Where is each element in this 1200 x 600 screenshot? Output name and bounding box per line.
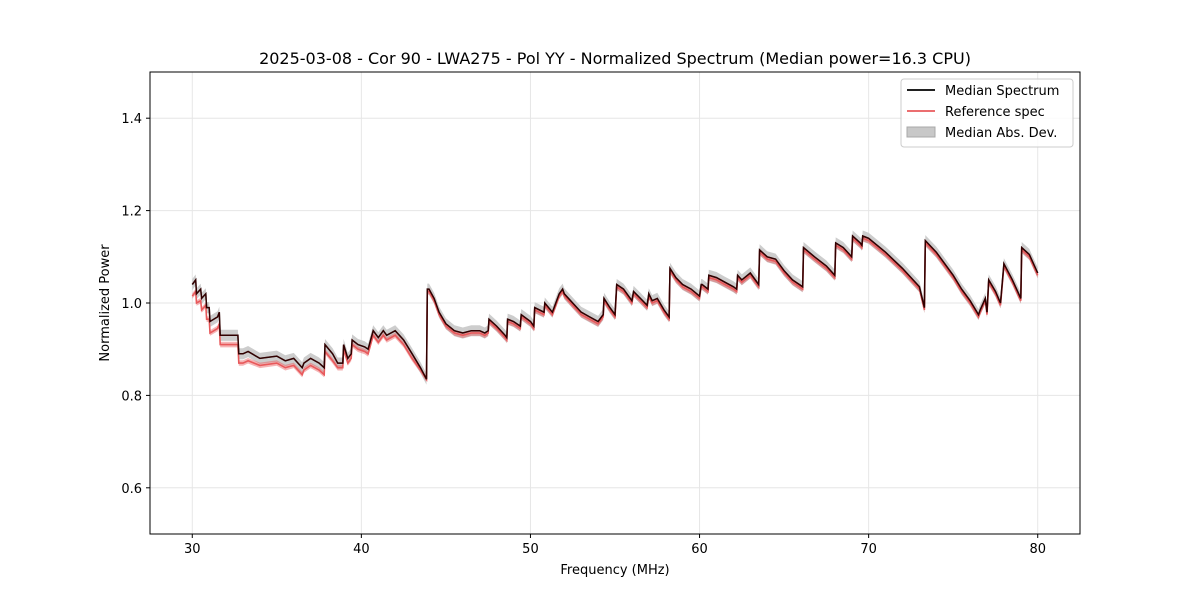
x-tick-label: 30: [184, 542, 201, 557]
legend-median-label: Median Spectrum: [945, 84, 1059, 99]
y-tick-label: 1.0: [121, 297, 142, 312]
x-axis-ticks: 30 40 50 60 70 80: [184, 534, 1046, 557]
y-tick-label: 0.6: [121, 482, 142, 497]
y-tick-label: 1.2: [121, 205, 142, 220]
x-axis-label: Frequency (MHz): [560, 563, 669, 578]
legend-reference-label: Reference spec: [945, 105, 1045, 120]
y-axis-label: Normalized Power: [98, 244, 113, 362]
legend-mad-swatch: [906, 126, 936, 138]
x-tick-label: 50: [522, 542, 539, 557]
median-line-overlay: [191, 234, 1039, 380]
chart-title: 2025-03-08 - Cor 90 - LWA275 - Pol YY - …: [259, 49, 971, 68]
x-tick-label: 80: [1029, 542, 1046, 557]
reference-line: [191, 236, 1039, 382]
legend: Median Spectrum Reference spec Median Ab…: [900, 78, 1074, 148]
y-axis-ticks: 0.6 0.8 1.0 1.2 1.4: [121, 112, 150, 497]
median-series-group: [191, 234, 1039, 380]
y-tick-label: 0.8: [121, 389, 142, 404]
x-tick-label: 40: [353, 542, 370, 557]
reference-series-group: [191, 235, 1039, 382]
y-tick-label: 1.4: [121, 112, 142, 127]
median-line: [191, 234, 1039, 380]
x-tick-label: 70: [860, 542, 877, 557]
legend-box: [900, 78, 1074, 148]
x-tick-label: 60: [691, 542, 708, 557]
legend-mad-label: Median Abs. Dev.: [945, 126, 1057, 141]
